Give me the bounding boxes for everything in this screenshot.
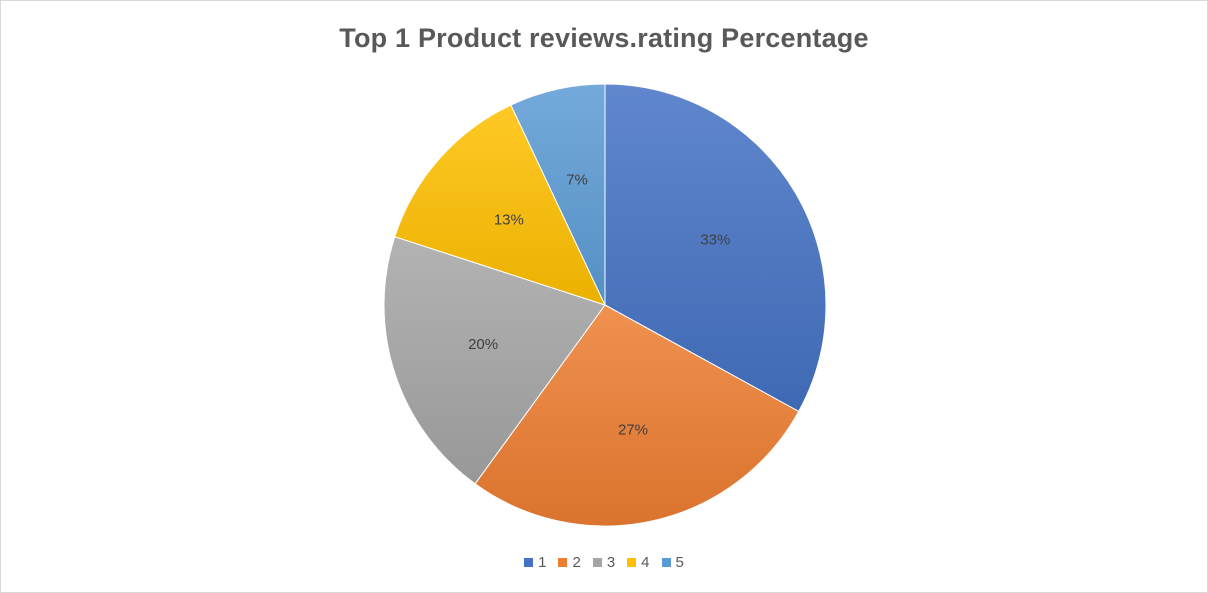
- legend: 1 2 3 4 5: [1, 554, 1207, 571]
- pie-slice-2: [474, 304, 800, 527]
- legend-entry-2: 2: [558, 554, 581, 571]
- legend-label-3: 3: [606, 554, 616, 571]
- legend-entry-5: 5: [661, 554, 684, 571]
- legend-label-5: 5: [675, 554, 684, 571]
- legend-label-2: 2: [572, 554, 581, 571]
- legend-entry-3: 3: [592, 554, 616, 571]
- legend-entry-4: 4: [627, 554, 650, 571]
- chart-title: Top 1 Product reviews.rating Percentage: [339, 23, 869, 53]
- legend-swatch-5: [661, 558, 671, 567]
- data-label-4: 13%: [494, 212, 524, 229]
- pie-slice-4: [394, 104, 606, 306]
- data-label-5: 7%: [566, 171, 588, 188]
- legend-label-1: 1: [538, 554, 547, 571]
- legend-entry-1: 1: [524, 554, 546, 571]
- legend-label-4: 4: [641, 554, 650, 571]
- data-label-2: 27%: [618, 422, 648, 439]
- legend-swatch-2: [558, 558, 568, 567]
- pie-slice-3: [383, 236, 606, 485]
- legend-swatch-1: [524, 558, 534, 567]
- data-label-3: 20%: [468, 336, 498, 353]
- pie-slice-5: [510, 83, 606, 306]
- data-label-1: 33%: [700, 231, 730, 248]
- pie-slice-1: [604, 83, 827, 413]
- legend-swatch-4: [627, 558, 637, 567]
- legend-swatch-3: [592, 558, 602, 567]
